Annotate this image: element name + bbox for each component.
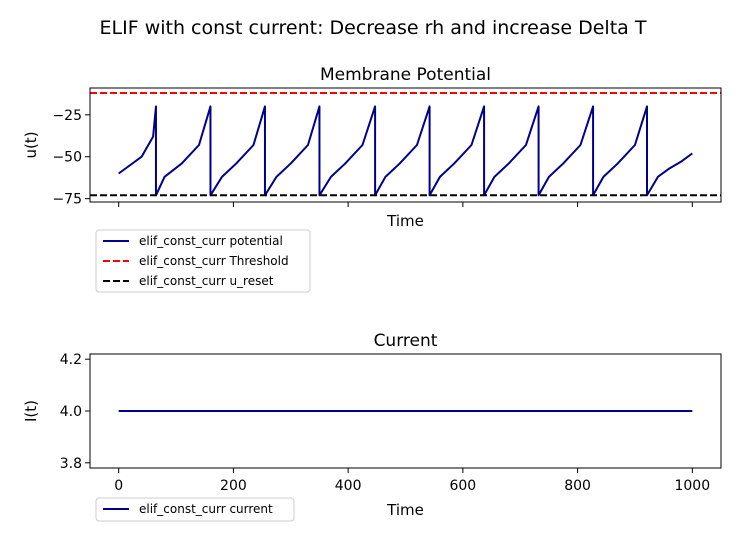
membrane-potential-axes: Membrane Potential −25 −50 −75 Time u(t) elif_… bbox=[22, 65, 722, 293]
y-tick-label: −50 bbox=[52, 150, 82, 166]
axes-frame bbox=[89, 87, 722, 203]
legend-box bbox=[95, 497, 295, 522]
legend-label: elif_const_curr current bbox=[139, 502, 273, 516]
legend-label: elif_const_curr u_reset bbox=[139, 274, 274, 288]
y-tick-label: −75 bbox=[52, 192, 82, 208]
legend-label: elif_const_curr Threshold bbox=[139, 254, 289, 268]
series-elif-const-curr-potential bbox=[118, 105, 693, 197]
y-axis-label: u(t) bbox=[22, 131, 40, 158]
axes-title: Current bbox=[374, 331, 438, 351]
x-axis-label: Time bbox=[386, 501, 424, 519]
x-tick-label: 0 bbox=[114, 478, 123, 494]
current-axes: Current 0 200 400 600 800 1000 3.8 4.0 4.2 Time I(t… bbox=[22, 331, 722, 522]
x-tick-label: 1000 bbox=[674, 478, 710, 494]
axes-title: Membrane Potential bbox=[320, 65, 491, 85]
legend: elif_const_curr current bbox=[95, 497, 295, 522]
legend-label: elif_const_curr potential bbox=[139, 234, 283, 248]
y-axis-label: I(t) bbox=[22, 400, 40, 422]
y-tick-label: 4.0 bbox=[60, 404, 82, 420]
x-tick-label: 600 bbox=[449, 478, 476, 494]
x-tick-label: 200 bbox=[220, 478, 247, 494]
figure-title: ELIF with const current: Decrease rh and… bbox=[100, 17, 647, 39]
x-axis-label: Time bbox=[386, 212, 424, 230]
legend-box bbox=[95, 229, 311, 293]
y-tick-label: 3.8 bbox=[60, 456, 82, 472]
y-tick-label: −25 bbox=[52, 108, 82, 124]
legend: elif_const_curr potential elif_const_curr… bbox=[95, 229, 311, 293]
x-tick-label: 800 bbox=[564, 478, 591, 494]
x-tick-label: 400 bbox=[335, 478, 362, 494]
y-tick-label: 4.2 bbox=[60, 352, 82, 368]
